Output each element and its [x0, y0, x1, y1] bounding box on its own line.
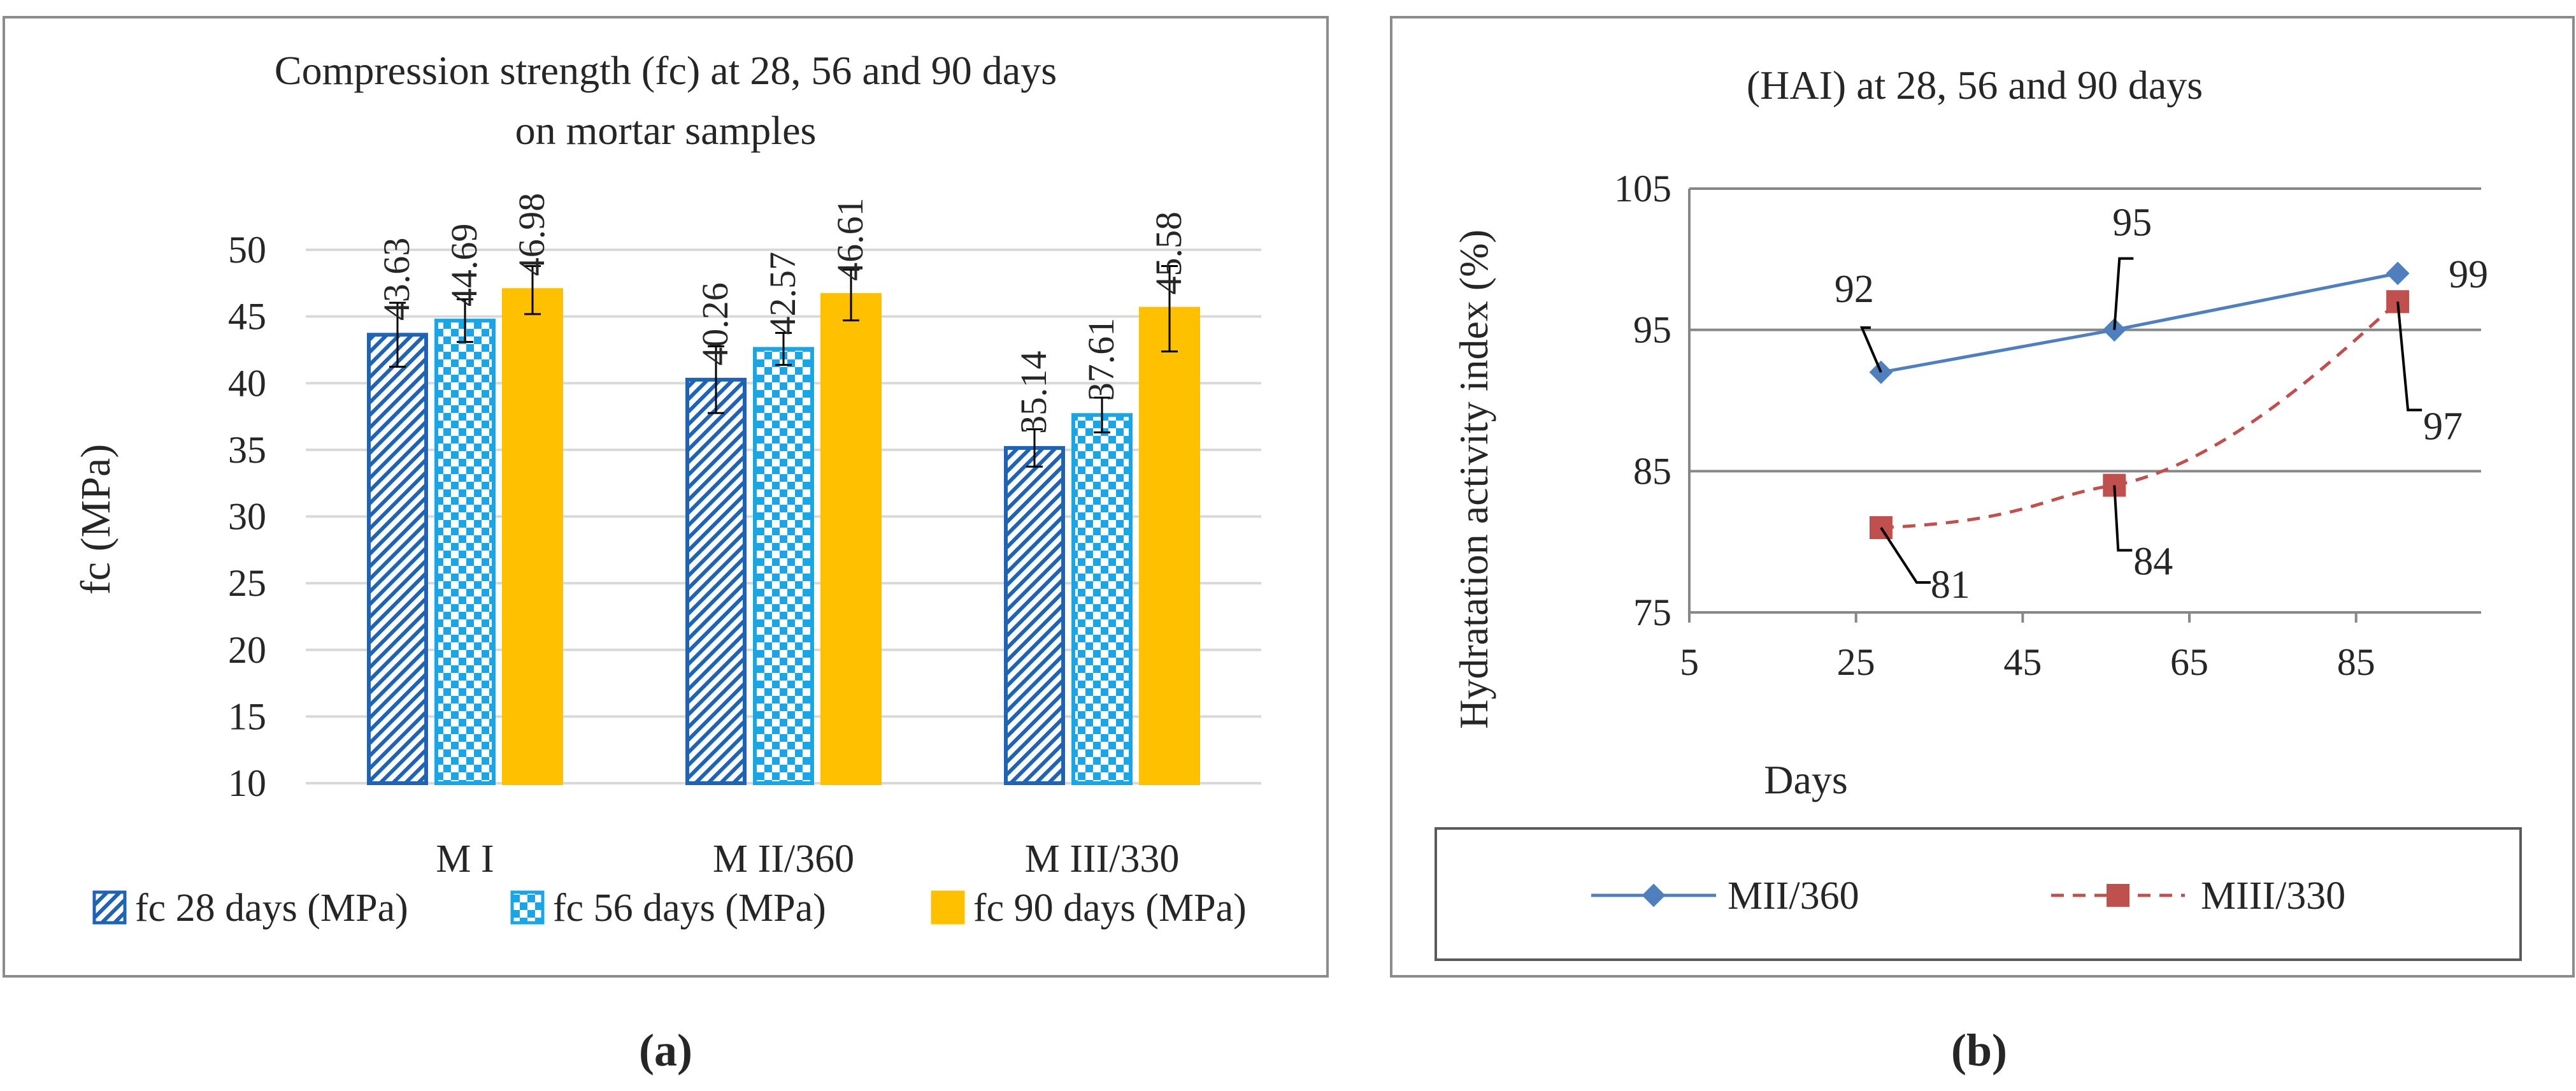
data-label-miii-330-56: 84: [2133, 540, 2173, 584]
y-tick-label-15: 15: [228, 695, 266, 737]
panel-a-caption: (a): [639, 1025, 692, 1076]
x-tick-label-25: 25: [1837, 641, 1875, 683]
bar-m-i-series-1: [367, 333, 428, 785]
x-tick-label-45: 45: [2003, 641, 2042, 683]
panel-a-legend: fc 28 days (MPa) fc 56 days (MPa) fc 90 da…: [92, 886, 1247, 930]
panel-b-title: (HAI) at 28, 56 and 90 days: [1747, 62, 2203, 108]
panel-b-y-axis-label: Hydratation activity index (%): [1451, 229, 1496, 729]
data-label-mii-360-56: 95: [2112, 201, 2152, 245]
y-tick-label-75: 75: [1633, 591, 1671, 633]
y-tick-label-40: 40: [228, 362, 266, 404]
data-label-miii-330-28: 81: [1931, 563, 1970, 607]
panel-b-data-labels: 92 95 99 81 84 97: [1835, 201, 2488, 607]
leader-line-miii-330-28: [1880, 526, 1931, 584]
data-label-miii-330-90: 97: [2423, 405, 2463, 448]
series-line-miii-330: [1880, 300, 2399, 530]
x-tick-label-m-i: M I: [436, 837, 494, 881]
bar-m-ii-360-series-2: [753, 347, 814, 785]
y-tick-label-25: 25: [228, 562, 266, 604]
y-tick-label-20: 20: [228, 629, 266, 671]
legend-label-miii-330: MIII/330: [2201, 874, 2345, 918]
bar-m-iii-330-series-2: [1071, 413, 1133, 785]
leader-line-mii-360-56: [2113, 257, 2134, 330]
panel-a-bar-chart: Compression strength (fc) at 28, 56 and …: [3, 16, 1329, 978]
bar-m-ii-360-series-1: [685, 377, 747, 785]
y-tick-label-50: 50: [228, 229, 266, 271]
marker-mii-360-90: [2386, 261, 2410, 285]
legend-marker-mii-360: [1642, 883, 1666, 907]
bar-m-iii-330-series-1: [1004, 445, 1065, 785]
panel-b-caption: (b): [1951, 1025, 2007, 1076]
leader-line-mii-360-28: [1859, 326, 1882, 373]
bar-m-i-series-3: [502, 288, 563, 786]
y-tick-label-30: 30: [228, 496, 266, 538]
legend-swatch-3: [931, 890, 965, 925]
legend-swatch-1: [92, 890, 127, 925]
bar-m-iii-330-series-3: [1139, 307, 1200, 785]
panel-a-y-axis-label: fc (MPa): [73, 444, 119, 595]
x-tick-label-m-iii-330: M III/330: [1025, 837, 1180, 881]
x-tick-label-5: 5: [1680, 641, 1699, 683]
panel-b-line-chart: (HAI) at 28, 56 and 90 days 75 85 95 105 5 2…: [1390, 16, 2575, 978]
panel-b-x-axis-label: Days: [1764, 757, 1848, 802]
legend-label-3: fc 90 days (MPa): [973, 886, 1247, 930]
data-label-m-iii-330-2: 37.61: [1080, 318, 1122, 401]
legend-label-mii-360: MII/360: [1728, 874, 1859, 918]
panel-b-y-tick-labels: 75 85 95 105: [1614, 168, 1671, 633]
panel-b-legend: MII/360 MIII/330: [1435, 827, 2522, 961]
legend-marker-miii-330: [2107, 884, 2129, 907]
data-label-m-i-1: 43.63: [376, 238, 417, 321]
y-tick-label-85: 85: [1633, 450, 1671, 492]
data-label-m-iii-330-3: 45.58: [1148, 212, 1189, 295]
leader-line-miii-330-90: [2396, 301, 2422, 412]
panel-a-error-bars: [389, 265, 1178, 468]
x-tick-label-65: 65: [2170, 641, 2208, 683]
bar-m-ii-360-series-3: [820, 293, 882, 786]
legend-swatch-2: [510, 890, 545, 925]
legend-label-2: fc 56 days (MPa): [553, 886, 826, 930]
y-tick-label-45: 45: [228, 296, 266, 338]
data-label-mii-360-28: 92: [1835, 268, 1874, 311]
data-label-m-i-2: 44.69: [443, 224, 485, 307]
data-label-m-i-3: 46.98: [511, 193, 552, 277]
legend-label-1: fc 28 days (MPa): [135, 886, 408, 930]
panel-a-title: Compression strength (fc) at 28, 56 and …: [275, 48, 1057, 93]
data-label-m-ii-360-3: 46.61: [829, 198, 871, 281]
x-tick-label-85: 85: [2337, 641, 2375, 683]
x-tick-label-m-ii-360: M II/360: [713, 837, 854, 881]
y-tick-label-95: 95: [1633, 309, 1671, 351]
data-label-m-iii-330-1: 35.14: [1013, 350, 1054, 434]
data-label-m-ii-360-1: 40.26: [694, 282, 736, 366]
panel-b-gridlines: [1688, 187, 2481, 623]
panel-b-frame: [1390, 16, 2575, 978]
data-label-m-ii-360-2: 42.57: [762, 252, 803, 335]
leader-line-miii-330-56: [2113, 485, 2133, 552]
panel-a-category-labels: M I M II/360 M III/330: [436, 837, 1179, 881]
panel-b-series: [1869, 261, 2410, 539]
y-tick-label-10: 10: [228, 762, 266, 804]
bar-m-i-series-2: [434, 319, 496, 785]
data-label-mii-360-90: 99: [2449, 253, 2488, 296]
y-tick-label-35: 35: [228, 429, 266, 471]
y-tick-label-105: 105: [1614, 168, 1671, 210]
panel-b-x-tick-labels: 5 25 45 65 85: [1680, 641, 2375, 683]
panel-a-subtitle: on mortar samples: [515, 108, 817, 153]
panel-a-data-labels: 43.63 44.69 46.98 40.26 42.57 46.61 35.14 37.61…: [376, 193, 1189, 434]
panel-a-y-tick-labels: 10 15 20 25 30 35 40 45 50: [228, 229, 266, 804]
